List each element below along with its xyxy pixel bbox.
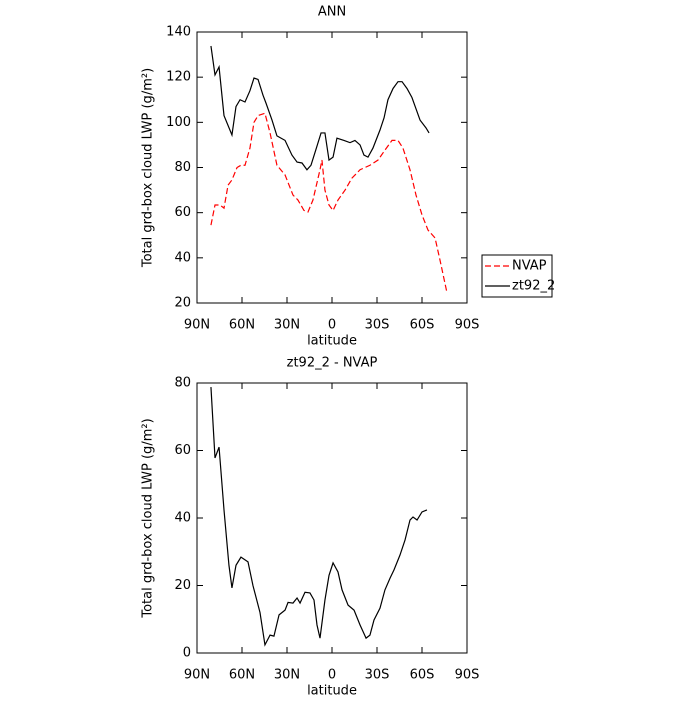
y-tick-label: 80 [174,160,191,175]
x-tick-label: 60N [229,668,255,683]
y-tick-label: 120 [166,70,191,85]
x-axis-label: latitude [307,684,357,699]
y-axis-label: Total grd-box cloud LWP (g/m²) [141,68,156,268]
x-tick-label: 90S [455,668,480,683]
y-tick-label: 80 [174,376,191,391]
x-tick-label: 30N [274,668,300,683]
y-axis-label: Total grd-box cloud LWP (g/m²) [141,418,156,618]
y-tick-label: 60 [174,443,191,458]
chart-title: ANN [318,5,346,20]
legend-box [481,254,553,298]
x-tick-label: 30S [365,668,390,683]
y-tick-label: 140 [166,25,191,40]
legend-label: zt92_2 [512,279,555,294]
plot-frame [196,382,468,654]
y-tick-label: 20 [174,296,191,311]
x-tick-label: 30N [274,318,300,333]
y-tick-label: 40 [174,250,191,265]
x-tick-label: 0 [328,668,336,683]
y-tick-label: 60 [174,205,191,220]
y-tick-label: 100 [166,115,191,130]
x-tick-label: 90N [184,318,210,333]
x-axis-label: latitude [307,334,357,349]
x-tick-label: 0 [328,318,336,333]
chart-title: zt92_2 - NVAP [287,356,378,371]
x-tick-label: 90N [184,668,210,683]
x-tick-label: 60S [410,668,435,683]
y-tick-label: 0 [183,646,191,661]
line-series [210,387,428,647]
x-tick-label: 90S [455,318,480,333]
x-tick-label: 60N [229,318,255,333]
legend-label: NVAP [512,259,547,274]
y-tick-label: 20 [174,578,191,593]
line-series [210,112,448,294]
y-tick-label: 40 [174,511,191,526]
x-tick-label: 60S [410,318,435,333]
line-series [210,45,430,171]
x-tick-label: 30S [365,318,390,333]
